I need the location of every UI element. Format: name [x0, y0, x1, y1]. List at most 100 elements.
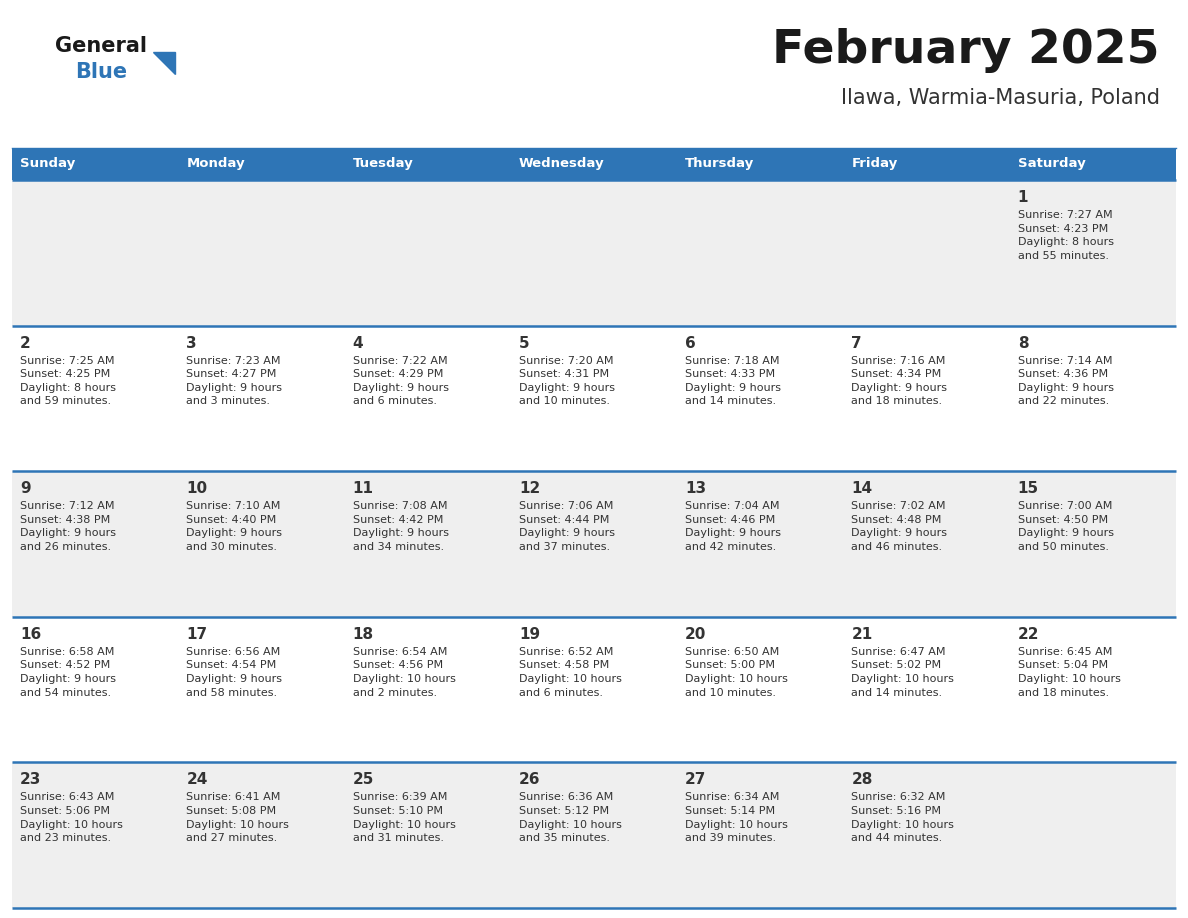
- Text: Sunrise: 7:14 AM
Sunset: 4:36 PM
Daylight: 9 hours
and 22 minutes.: Sunrise: 7:14 AM Sunset: 4:36 PM Dayligh…: [1018, 355, 1113, 407]
- Text: 20: 20: [685, 627, 707, 642]
- Text: General: General: [55, 36, 147, 56]
- Text: 17: 17: [187, 627, 208, 642]
- Bar: [843, 471, 1010, 617]
- Text: 26: 26: [519, 772, 541, 788]
- Bar: [345, 471, 511, 617]
- Text: 18: 18: [353, 627, 374, 642]
- Text: 4: 4: [353, 336, 364, 351]
- Bar: [178, 326, 345, 471]
- Bar: [345, 617, 511, 763]
- Text: Monday: Monday: [187, 158, 245, 171]
- Text: 2: 2: [20, 336, 31, 351]
- Text: 10: 10: [187, 481, 208, 497]
- Text: Sunrise: 6:47 AM
Sunset: 5:02 PM
Daylight: 10 hours
and 14 minutes.: Sunrise: 6:47 AM Sunset: 5:02 PM Dayligh…: [852, 647, 954, 698]
- Text: 22: 22: [1018, 627, 1040, 642]
- Bar: [12, 148, 178, 180]
- Bar: [843, 148, 1010, 180]
- Text: 24: 24: [187, 772, 208, 788]
- Bar: [12, 763, 178, 908]
- Text: 15: 15: [1018, 481, 1038, 497]
- Text: Sunrise: 7:25 AM
Sunset: 4:25 PM
Daylight: 8 hours
and 59 minutes.: Sunrise: 7:25 AM Sunset: 4:25 PM Dayligh…: [20, 355, 116, 407]
- Text: Sunrise: 6:50 AM
Sunset: 5:00 PM
Daylight: 10 hours
and 10 minutes.: Sunrise: 6:50 AM Sunset: 5:00 PM Dayligh…: [685, 647, 788, 698]
- Text: 14: 14: [852, 481, 872, 497]
- Text: 1: 1: [1018, 190, 1029, 205]
- Text: Sunrise: 6:34 AM
Sunset: 5:14 PM
Daylight: 10 hours
and 39 minutes.: Sunrise: 6:34 AM Sunset: 5:14 PM Dayligh…: [685, 792, 788, 844]
- Bar: [345, 148, 511, 180]
- Text: Sunrise: 6:39 AM
Sunset: 5:10 PM
Daylight: 10 hours
and 31 minutes.: Sunrise: 6:39 AM Sunset: 5:10 PM Dayligh…: [353, 792, 455, 844]
- Text: Sunrise: 7:16 AM
Sunset: 4:34 PM
Daylight: 9 hours
and 18 minutes.: Sunrise: 7:16 AM Sunset: 4:34 PM Dayligh…: [852, 355, 947, 407]
- Text: Sunrise: 6:43 AM
Sunset: 5:06 PM
Daylight: 10 hours
and 23 minutes.: Sunrise: 6:43 AM Sunset: 5:06 PM Dayligh…: [20, 792, 122, 844]
- Bar: [178, 617, 345, 763]
- Bar: [345, 326, 511, 471]
- Bar: [1010, 471, 1176, 617]
- Bar: [511, 326, 677, 471]
- Text: Sunrise: 7:10 AM
Sunset: 4:40 PM
Daylight: 9 hours
and 30 minutes.: Sunrise: 7:10 AM Sunset: 4:40 PM Dayligh…: [187, 501, 283, 552]
- Text: Sunrise: 7:20 AM
Sunset: 4:31 PM
Daylight: 9 hours
and 10 minutes.: Sunrise: 7:20 AM Sunset: 4:31 PM Dayligh…: [519, 355, 615, 407]
- Bar: [178, 471, 345, 617]
- Bar: [843, 180, 1010, 326]
- Text: 11: 11: [353, 481, 373, 497]
- Text: Wednesday: Wednesday: [519, 158, 605, 171]
- Text: 8: 8: [1018, 336, 1029, 351]
- Bar: [12, 180, 178, 326]
- Bar: [677, 763, 843, 908]
- Text: Sunrise: 6:41 AM
Sunset: 5:08 PM
Daylight: 10 hours
and 27 minutes.: Sunrise: 6:41 AM Sunset: 5:08 PM Dayligh…: [187, 792, 289, 844]
- Text: Saturday: Saturday: [1018, 158, 1086, 171]
- Text: 19: 19: [519, 627, 541, 642]
- Text: 12: 12: [519, 481, 541, 497]
- Bar: [677, 180, 843, 326]
- Text: 28: 28: [852, 772, 873, 788]
- Text: Sunrise: 7:12 AM
Sunset: 4:38 PM
Daylight: 9 hours
and 26 minutes.: Sunrise: 7:12 AM Sunset: 4:38 PM Dayligh…: [20, 501, 116, 552]
- Text: 27: 27: [685, 772, 707, 788]
- Text: Thursday: Thursday: [685, 158, 754, 171]
- Bar: [178, 763, 345, 908]
- Bar: [345, 180, 511, 326]
- Text: 25: 25: [353, 772, 374, 788]
- Bar: [677, 326, 843, 471]
- Text: Sunrise: 6:45 AM
Sunset: 5:04 PM
Daylight: 10 hours
and 18 minutes.: Sunrise: 6:45 AM Sunset: 5:04 PM Dayligh…: [1018, 647, 1120, 698]
- Text: Friday: Friday: [852, 158, 898, 171]
- Text: Sunrise: 7:22 AM
Sunset: 4:29 PM
Daylight: 9 hours
and 6 minutes.: Sunrise: 7:22 AM Sunset: 4:29 PM Dayligh…: [353, 355, 449, 407]
- Text: 16: 16: [20, 627, 42, 642]
- Bar: [1010, 763, 1176, 908]
- Text: Sunrise: 6:54 AM
Sunset: 4:56 PM
Daylight: 10 hours
and 2 minutes.: Sunrise: 6:54 AM Sunset: 4:56 PM Dayligh…: [353, 647, 455, 698]
- Bar: [12, 617, 178, 763]
- Bar: [511, 471, 677, 617]
- Text: Sunday: Sunday: [20, 158, 75, 171]
- Text: 9: 9: [20, 481, 31, 497]
- Bar: [511, 148, 677, 180]
- Bar: [511, 763, 677, 908]
- Bar: [12, 326, 178, 471]
- Bar: [511, 617, 677, 763]
- Bar: [677, 148, 843, 180]
- Bar: [511, 180, 677, 326]
- Text: 21: 21: [852, 627, 873, 642]
- Text: Sunrise: 7:27 AM
Sunset: 4:23 PM
Daylight: 8 hours
and 55 minutes.: Sunrise: 7:27 AM Sunset: 4:23 PM Dayligh…: [1018, 210, 1113, 261]
- Text: 3: 3: [187, 336, 197, 351]
- Bar: [345, 763, 511, 908]
- Text: 5: 5: [519, 336, 530, 351]
- Text: Sunrise: 7:08 AM
Sunset: 4:42 PM
Daylight: 9 hours
and 34 minutes.: Sunrise: 7:08 AM Sunset: 4:42 PM Dayligh…: [353, 501, 449, 552]
- Text: Sunrise: 6:56 AM
Sunset: 4:54 PM
Daylight: 9 hours
and 58 minutes.: Sunrise: 6:56 AM Sunset: 4:54 PM Dayligh…: [187, 647, 283, 698]
- Text: 6: 6: [685, 336, 696, 351]
- Bar: [843, 617, 1010, 763]
- Text: 7: 7: [852, 336, 862, 351]
- Polygon shape: [153, 52, 175, 74]
- Bar: [677, 471, 843, 617]
- Text: Sunrise: 7:00 AM
Sunset: 4:50 PM
Daylight: 9 hours
and 50 minutes.: Sunrise: 7:00 AM Sunset: 4:50 PM Dayligh…: [1018, 501, 1113, 552]
- Text: 13: 13: [685, 481, 707, 497]
- Text: 23: 23: [20, 772, 42, 788]
- Bar: [1010, 180, 1176, 326]
- Text: Sunrise: 7:06 AM
Sunset: 4:44 PM
Daylight: 9 hours
and 37 minutes.: Sunrise: 7:06 AM Sunset: 4:44 PM Dayligh…: [519, 501, 615, 552]
- Text: Sunrise: 7:18 AM
Sunset: 4:33 PM
Daylight: 9 hours
and 14 minutes.: Sunrise: 7:18 AM Sunset: 4:33 PM Dayligh…: [685, 355, 782, 407]
- Text: Sunrise: 7:23 AM
Sunset: 4:27 PM
Daylight: 9 hours
and 3 minutes.: Sunrise: 7:23 AM Sunset: 4:27 PM Dayligh…: [187, 355, 283, 407]
- Text: February 2025: February 2025: [772, 28, 1159, 73]
- Bar: [1010, 617, 1176, 763]
- Bar: [178, 148, 345, 180]
- Text: Sunrise: 7:04 AM
Sunset: 4:46 PM
Daylight: 9 hours
and 42 minutes.: Sunrise: 7:04 AM Sunset: 4:46 PM Dayligh…: [685, 501, 782, 552]
- Bar: [1010, 326, 1176, 471]
- Bar: [12, 471, 178, 617]
- Text: Ilawa, Warmia-Masuria, Poland: Ilawa, Warmia-Masuria, Poland: [841, 88, 1159, 108]
- Bar: [843, 763, 1010, 908]
- Bar: [677, 617, 843, 763]
